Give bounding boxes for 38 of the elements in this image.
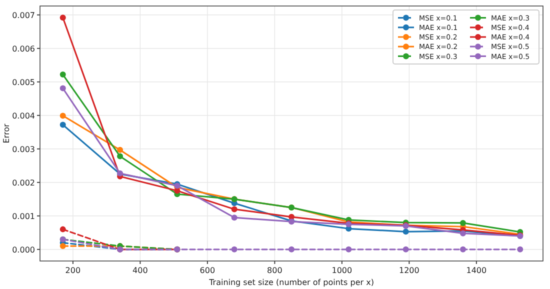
point [117,153,124,160]
point [402,228,409,235]
y-tick-label: 0.005 [12,78,35,87]
point [231,206,238,212]
point [460,220,466,226]
point [174,188,180,194]
x-tick-label: 400 [132,266,148,275]
y-tick-label: 0.000 [12,245,35,254]
point [60,122,66,128]
y-tick-label: 0.001 [12,212,35,221]
x-tick-label: 1400 [466,266,487,275]
point [60,14,66,21]
point [60,85,66,92]
point [460,230,466,236]
x-tick-label: 600 [200,266,216,275]
point [60,243,66,250]
point [402,246,409,252]
point [288,246,294,252]
y-tick-label: 0.006 [12,44,35,54]
x-tick-label: 1000 [332,266,352,275]
point [346,246,352,252]
y-tick-label: 0.002 [12,178,35,188]
y-tick-label: 0.004 [12,111,35,120]
point [60,112,66,119]
point [60,226,66,232]
x-axis-title: Training set size (number of points per x) [208,278,374,287]
y-axis-title: Error [2,123,11,144]
point [460,246,466,252]
point [117,146,124,153]
point [60,72,66,78]
x-tick-label: 1200 [399,266,420,275]
point [231,246,238,252]
x-tick-label: 200 [65,266,81,275]
point [231,214,238,221]
x-tick-label: 800 [267,266,282,275]
point [517,246,524,252]
y-tick-label: 0.007 [12,10,35,20]
y-tick-label: 0.003 [12,144,35,154]
